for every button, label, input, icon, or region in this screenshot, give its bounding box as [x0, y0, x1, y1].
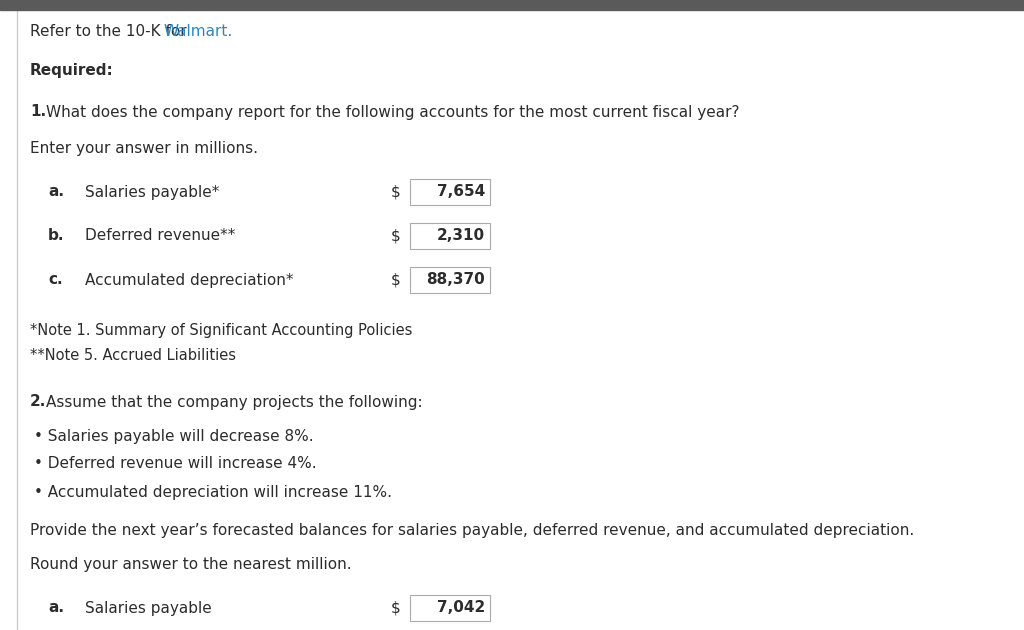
Text: • Accumulated depreciation will increase 11%.: • Accumulated depreciation will increase… — [34, 484, 392, 500]
Text: $: $ — [390, 185, 400, 200]
Text: $: $ — [390, 229, 400, 244]
Text: c.: c. — [48, 273, 62, 287]
Text: 2.: 2. — [30, 394, 46, 410]
FancyBboxPatch shape — [410, 267, 490, 293]
Text: Salaries payable: Salaries payable — [85, 600, 212, 616]
Text: Salaries payable*: Salaries payable* — [85, 185, 219, 200]
FancyBboxPatch shape — [410, 179, 490, 205]
Text: Assume that the company projects the following:: Assume that the company projects the fol… — [46, 394, 423, 410]
Text: *Note 1. Summary of Significant Accounting Policies: *Note 1. Summary of Significant Accounti… — [30, 323, 413, 338]
Text: 1.: 1. — [30, 105, 46, 120]
Text: 88,370: 88,370 — [426, 273, 485, 287]
Text: 7,042: 7,042 — [437, 600, 485, 616]
Text: a.: a. — [48, 600, 63, 616]
Text: $: $ — [390, 600, 400, 616]
Text: a.: a. — [48, 185, 63, 200]
Text: Accumulated depreciation*: Accumulated depreciation* — [85, 273, 294, 287]
Text: Walmart.: Walmart. — [163, 25, 232, 40]
Text: b.: b. — [48, 229, 65, 244]
Text: 7,654: 7,654 — [437, 185, 485, 200]
Text: $: $ — [390, 273, 400, 287]
Text: • Salaries payable will decrease 8%.: • Salaries payable will decrease 8%. — [34, 428, 313, 444]
Text: What does the company report for the following accounts for the most current fis: What does the company report for the fol… — [46, 105, 739, 120]
Bar — [0, 0, 1024, 10]
FancyBboxPatch shape — [410, 595, 490, 621]
Text: Deferred revenue**: Deferred revenue** — [85, 229, 236, 244]
FancyBboxPatch shape — [410, 223, 490, 249]
Text: Required:: Required: — [30, 62, 114, 77]
Text: Refer to the 10-K for: Refer to the 10-K for — [30, 25, 191, 40]
Text: Round your answer to the nearest million.: Round your answer to the nearest million… — [30, 556, 351, 571]
Text: Enter your answer in millions.: Enter your answer in millions. — [30, 140, 258, 156]
Text: 2,310: 2,310 — [437, 229, 485, 244]
Text: **Note 5. Accrued Liabilities: **Note 5. Accrued Liabilities — [30, 348, 236, 364]
Text: • Deferred revenue will increase 4%.: • Deferred revenue will increase 4%. — [34, 457, 316, 471]
Text: Provide the next year’s forecasted balances for salaries payable, deferred reven: Provide the next year’s forecasted balan… — [30, 522, 914, 537]
